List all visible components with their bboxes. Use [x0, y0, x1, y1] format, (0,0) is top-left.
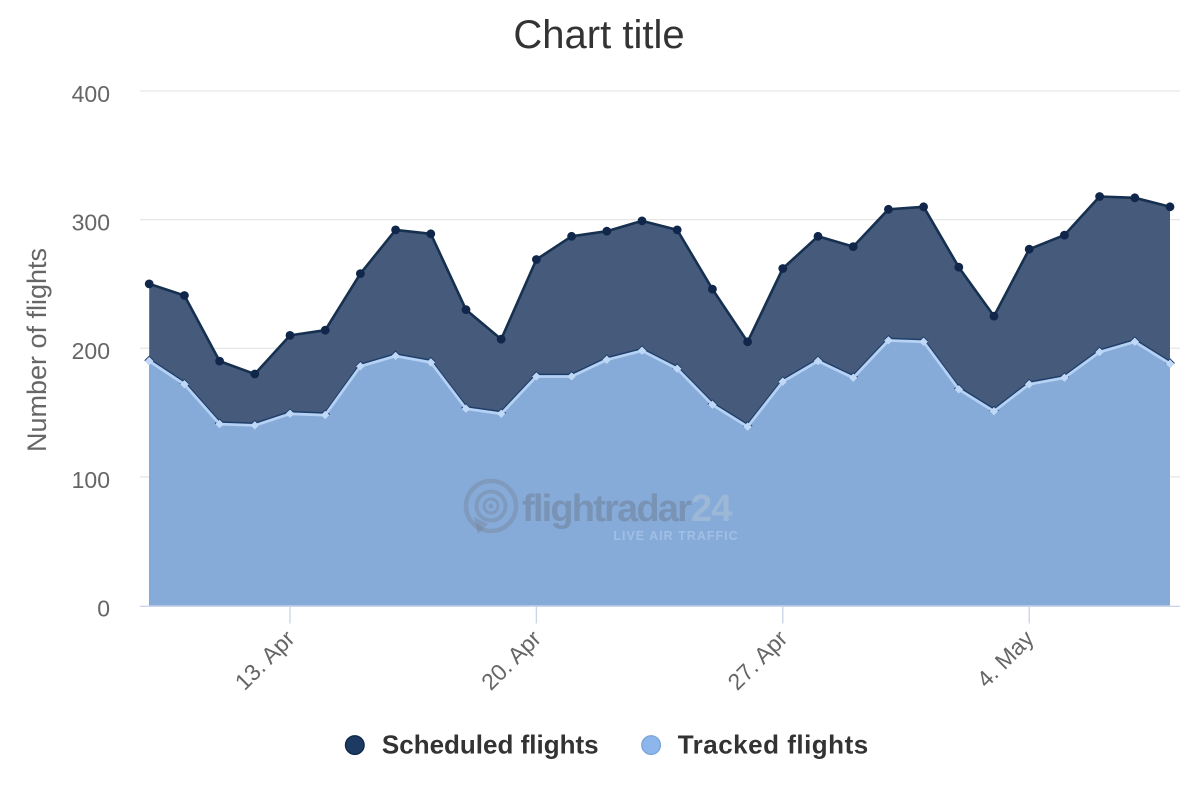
svg-text:Tracked flights: Tracked flights	[678, 730, 869, 760]
svg-text:24: 24	[691, 488, 732, 530]
svg-text:200: 200	[72, 338, 110, 364]
svg-text:0: 0	[97, 596, 110, 622]
svg-text:300: 300	[72, 210, 110, 236]
svg-text:Scheduled flights: Scheduled flights	[382, 730, 599, 760]
svg-text:400: 400	[72, 81, 110, 107]
svg-text:100: 100	[72, 467, 110, 493]
svg-text:flightradar: flightradar	[522, 488, 692, 530]
svg-text:Number of flights: Number of flights	[22, 248, 52, 452]
svg-text:LIVE AIR TRAFFIC: LIVE AIR TRAFFIC	[613, 529, 738, 543]
svg-text:Chart title: Chart title	[513, 13, 684, 57]
